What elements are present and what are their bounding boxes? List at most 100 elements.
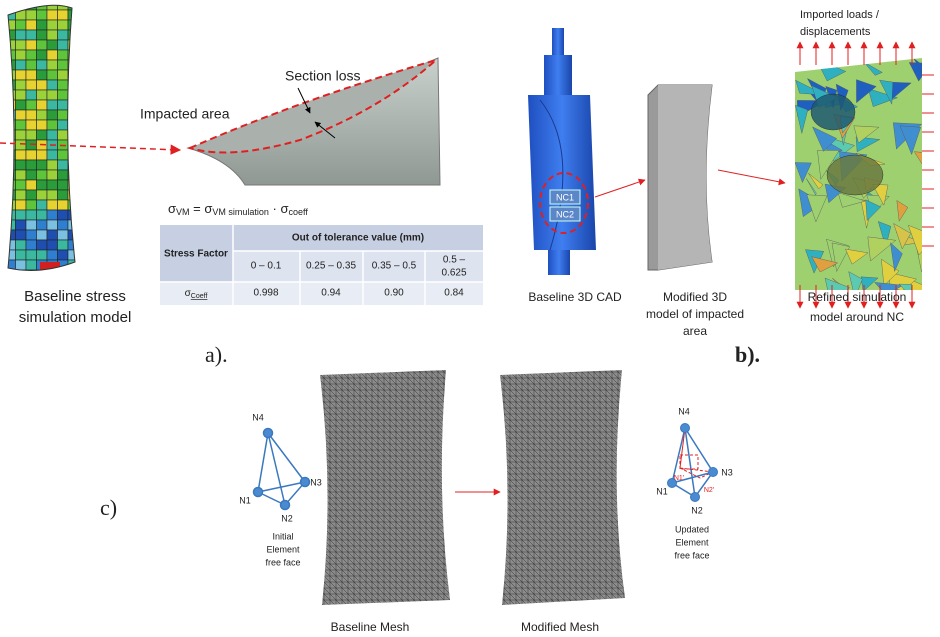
stress-cell bbox=[26, 270, 37, 280]
stress-cell bbox=[47, 60, 58, 70]
caption: model of impacted bbox=[646, 307, 744, 321]
formula-part: = σ bbox=[190, 201, 213, 216]
stress-cell bbox=[47, 270, 58, 280]
cad-model bbox=[528, 28, 596, 275]
stress-cell bbox=[47, 20, 58, 30]
stress-cell bbox=[68, 80, 79, 90]
stress-cell bbox=[68, 250, 79, 260]
stress-cell bbox=[37, 90, 48, 100]
stress-cell bbox=[47, 190, 58, 200]
stress-cell bbox=[16, 200, 27, 210]
stress-cell bbox=[58, 200, 69, 210]
stress-cell bbox=[5, 180, 16, 190]
stress-cell bbox=[68, 70, 79, 80]
stress-cell bbox=[37, 130, 48, 140]
moved-node-label: N1' bbox=[674, 475, 684, 482]
stress-cell bbox=[37, 110, 48, 120]
stress-cell bbox=[47, 170, 58, 180]
caption: model around NC bbox=[810, 310, 904, 324]
stress-cell bbox=[37, 160, 48, 170]
stress-cell bbox=[26, 120, 37, 130]
stress-cell bbox=[37, 230, 48, 240]
stress-cell bbox=[58, 150, 69, 160]
stress-cell bbox=[37, 180, 48, 190]
stress-cell bbox=[58, 80, 69, 90]
stress-cell bbox=[68, 90, 79, 100]
symbol-sub: Coeff bbox=[191, 293, 208, 300]
stress-cell bbox=[37, 250, 48, 260]
caption: Baseline 3D CAD bbox=[528, 290, 622, 304]
stress-cell bbox=[58, 10, 69, 20]
stress-cell bbox=[5, 70, 16, 80]
stress-cell bbox=[58, 100, 69, 110]
caption: Refined simulation bbox=[808, 290, 907, 304]
stress-cell bbox=[68, 220, 79, 230]
caption: Modified Mesh bbox=[521, 620, 599, 634]
stress-cell bbox=[68, 270, 79, 280]
sim-fine-region bbox=[811, 94, 855, 130]
node-label: N4 bbox=[678, 406, 690, 416]
stress-cell bbox=[68, 130, 79, 140]
stress-cell bbox=[37, 0, 48, 10]
stress-cell bbox=[47, 200, 58, 210]
stress-cell bbox=[47, 50, 58, 60]
stress-cell bbox=[26, 190, 37, 200]
caption: Baseline Mesh bbox=[331, 620, 410, 634]
stress-cell bbox=[68, 100, 79, 110]
stress-cell bbox=[26, 230, 37, 240]
stress-cell bbox=[58, 20, 69, 30]
stress-cell bbox=[47, 210, 58, 220]
stress-cell bbox=[58, 50, 69, 60]
stress-cell bbox=[47, 220, 58, 230]
stress-cell bbox=[5, 200, 16, 210]
value: 0.998 bbox=[253, 288, 278, 299]
stress-cell bbox=[58, 240, 69, 250]
stress-cell bbox=[37, 240, 48, 250]
stress-cell bbox=[26, 80, 37, 90]
stress-cell bbox=[37, 30, 48, 40]
stress-cell bbox=[37, 10, 48, 20]
caption: Initial bbox=[272, 531, 293, 541]
range: 0.5 – bbox=[443, 255, 466, 266]
stress-cell bbox=[47, 80, 58, 90]
stress-cell bbox=[68, 120, 79, 130]
stress-cell bbox=[68, 260, 79, 270]
baseline-mesh bbox=[320, 370, 450, 605]
stress-cell bbox=[47, 150, 58, 160]
stress-cell bbox=[47, 160, 58, 170]
figure: Impacted area Section loss σVM = σVM sim… bbox=[0, 0, 940, 637]
stress-cell bbox=[58, 220, 69, 230]
stress-cell bbox=[47, 30, 58, 40]
stress-cell bbox=[16, 90, 27, 100]
stress-cell bbox=[5, 80, 16, 90]
caption: Baseline stress bbox=[24, 288, 126, 305]
stress-cell bbox=[47, 250, 58, 260]
stress-cell bbox=[37, 40, 48, 50]
stress-cell bbox=[26, 70, 37, 80]
initial-element bbox=[254, 429, 310, 510]
stress-cell bbox=[58, 70, 69, 80]
stress-cell bbox=[68, 230, 79, 240]
caption: Updated bbox=[675, 524, 709, 534]
panel-label: b). bbox=[735, 342, 760, 367]
stress-cell bbox=[26, 60, 37, 70]
stress-cell bbox=[5, 210, 16, 220]
stress-cell bbox=[37, 170, 48, 180]
stress-cell bbox=[47, 90, 58, 100]
stress-cell bbox=[47, 120, 58, 130]
stress-cell bbox=[68, 150, 79, 160]
moved-node-label: N2' bbox=[704, 487, 714, 494]
caption: Element bbox=[266, 544, 300, 554]
range: 0 – 0.1 bbox=[251, 261, 282, 272]
stress-cell bbox=[26, 100, 37, 110]
stress-cell bbox=[37, 20, 48, 30]
stress-cell bbox=[26, 110, 37, 120]
formula-sub: coeff bbox=[288, 207, 308, 217]
stress-cell bbox=[16, 250, 27, 260]
stress-cell bbox=[16, 20, 27, 30]
node-label: N1 bbox=[656, 486, 668, 496]
stress-cell bbox=[16, 120, 27, 130]
stress-cell bbox=[37, 190, 48, 200]
stress-cell bbox=[58, 30, 69, 40]
panel-label: a). bbox=[205, 342, 228, 367]
